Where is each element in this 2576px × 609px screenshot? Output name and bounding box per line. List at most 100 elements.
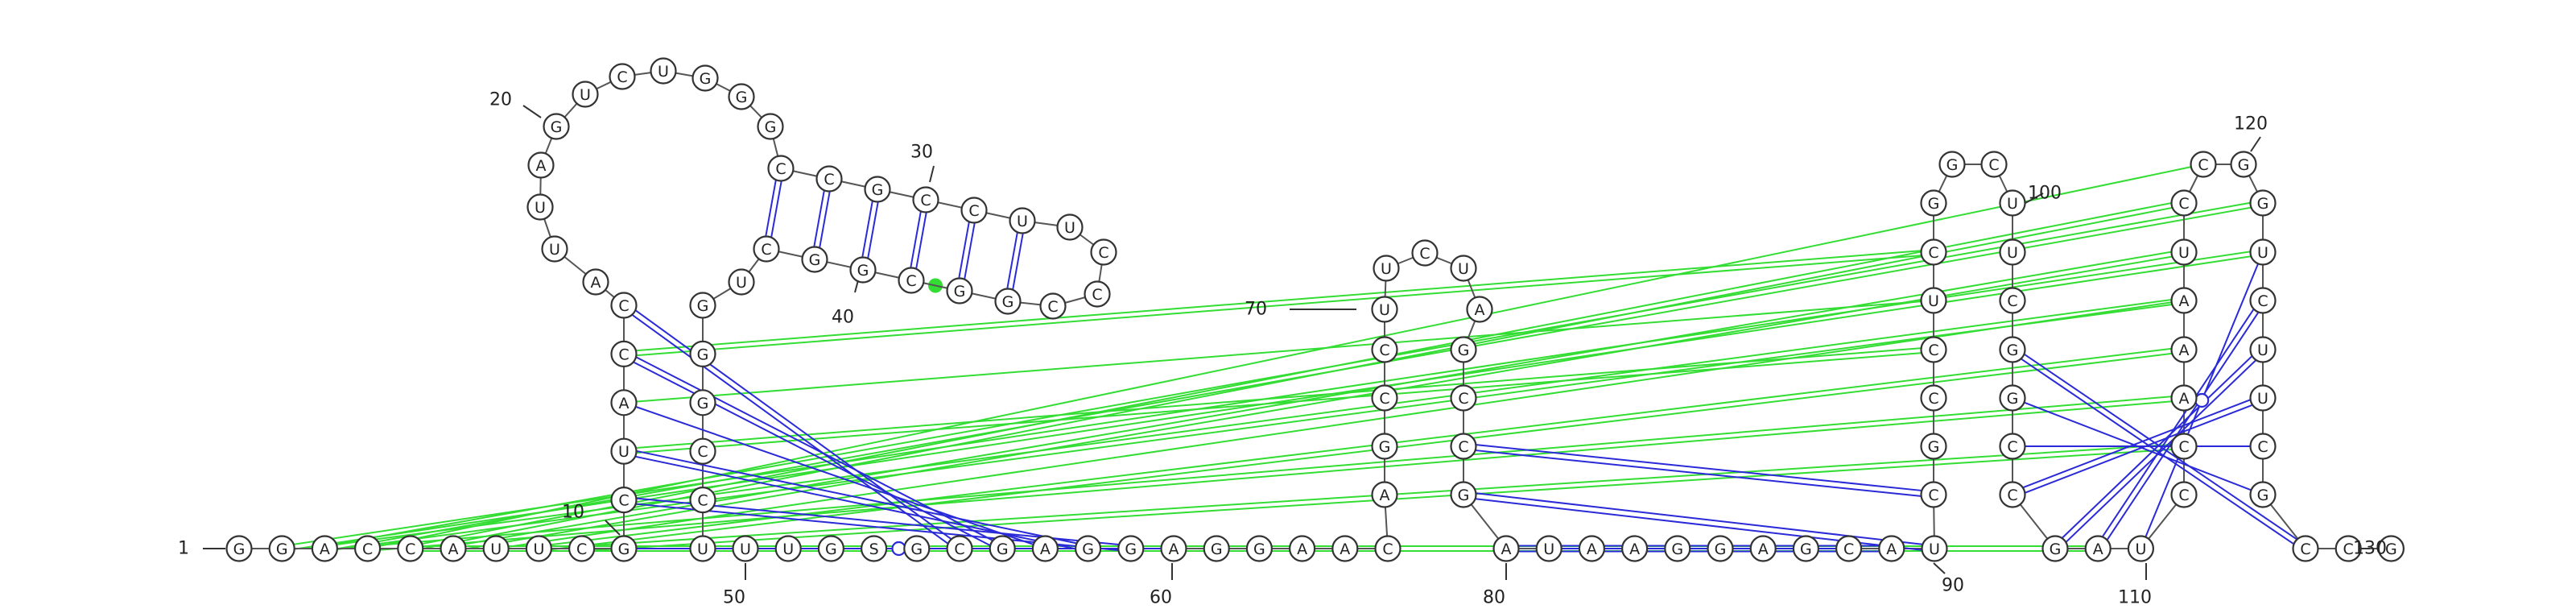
nucleotide-circle bbox=[817, 535, 845, 562]
nucleotide-letter: A bbox=[536, 157, 547, 175]
nucleotide-circle bbox=[582, 268, 609, 296]
base-pair-line bbox=[2106, 312, 2260, 541]
nucleotide-letter: U bbox=[1064, 219, 1075, 237]
nucleotide: G bbox=[689, 389, 716, 416]
nucleotide-circle bbox=[1999, 433, 2026, 460]
nucleotide: C bbox=[2170, 481, 2198, 508]
nucleotide: G bbox=[1117, 535, 1145, 562]
nucleotide-letter: A bbox=[1340, 541, 1350, 558]
nucleotide-circle bbox=[268, 535, 295, 562]
nucleotide-circle bbox=[1450, 481, 1477, 508]
nucleotide-letter: G bbox=[1458, 342, 1470, 359]
nucleotide-circle bbox=[2292, 535, 2319, 562]
nucleotide-circle bbox=[1999, 189, 2026, 217]
nucleotide-letter: A bbox=[2093, 541, 2103, 558]
nucleotide-circle bbox=[610, 389, 638, 416]
nucleotide: C bbox=[1980, 151, 2008, 178]
nucleotide: U bbox=[1921, 535, 1948, 562]
nucleotide-letter: C bbox=[617, 68, 627, 86]
nucleotide-circle bbox=[732, 535, 759, 562]
nucleotide-circle bbox=[610, 535, 638, 562]
nucleotide-letter: U bbox=[580, 86, 591, 104]
nucleotide-letter: U bbox=[2178, 244, 2190, 262]
nucleotide: U bbox=[2127, 535, 2154, 562]
nucleotide: C bbox=[1920, 336, 1947, 363]
nucleotide-circle bbox=[898, 267, 925, 294]
tertiary-interaction-line bbox=[367, 399, 2185, 552]
nucleotide-circle bbox=[1792, 535, 1819, 562]
nucleotide: C bbox=[1450, 433, 1477, 460]
nucleotide: U bbox=[1920, 287, 1947, 314]
nucleotide-circle bbox=[2190, 151, 2217, 178]
nucleotide-circle bbox=[2377, 535, 2405, 562]
nucleotide-circle bbox=[864, 176, 891, 203]
tertiary-interactions bbox=[281, 164, 2264, 552]
position-label: 50 bbox=[723, 588, 745, 608]
base-pair-line bbox=[2022, 399, 2251, 489]
nucleotide: G bbox=[2377, 535, 2405, 562]
position-tick bbox=[929, 165, 935, 183]
base-pair-line bbox=[1475, 450, 1922, 497]
nucleotide-letter: C bbox=[618, 346, 629, 363]
nucleotide-letter: U bbox=[1379, 301, 1390, 319]
nucleotide-letter: G bbox=[2385, 541, 2397, 558]
nucleotide-circle bbox=[2249, 189, 2277, 217]
base-pair-line bbox=[633, 361, 991, 546]
nucleotide-letter: C bbox=[2198, 156, 2208, 174]
nucleotide-letter: C bbox=[920, 192, 931, 209]
nucleotide-circle bbox=[1450, 255, 1477, 282]
nucleotide-letter: A bbox=[1886, 541, 1897, 558]
nucleotide: G bbox=[1245, 535, 1274, 562]
nucleotide-letter: C bbox=[1843, 541, 1854, 558]
nucleotide-circle bbox=[1074, 535, 1102, 562]
nucleotide: U bbox=[2249, 336, 2277, 363]
nucleotide: C bbox=[610, 340, 638, 367]
nucleotide-letter: G bbox=[276, 541, 288, 558]
nucleotide-letter: U bbox=[1458, 260, 1469, 278]
base-pair-line bbox=[861, 201, 873, 258]
nucleotide-circle bbox=[568, 535, 596, 562]
nucleotide-circle bbox=[849, 256, 877, 284]
nucleotide: G bbox=[2249, 481, 2277, 508]
nucleotide: G bbox=[1371, 433, 1398, 460]
nucleotide-letter: C bbox=[2257, 438, 2268, 456]
nucleotide: U bbox=[650, 57, 677, 85]
nucleotide-circle bbox=[767, 155, 795, 182]
nucleotide-circle bbox=[1450, 336, 1477, 363]
nucleotide-circle bbox=[946, 535, 973, 562]
nucleotide-circle bbox=[1664, 535, 1691, 562]
nucleotide: C bbox=[1374, 535, 1402, 562]
nucleotide: A bbox=[1160, 535, 1187, 562]
nucleotide: C bbox=[1999, 287, 2026, 314]
nucleotide-letter: G bbox=[857, 262, 869, 280]
position-label: 110 bbox=[2118, 588, 2152, 608]
nucleotide-circle bbox=[1620, 535, 1649, 562]
nucleotide: C bbox=[767, 155, 795, 182]
nucleotide-circle bbox=[1371, 433, 1398, 460]
nucleotide-letter: A bbox=[619, 395, 630, 412]
nucleotide-letter: C bbox=[576, 541, 587, 558]
nucleotide-letter: C bbox=[2178, 195, 2189, 213]
nucleotide-circle bbox=[753, 235, 780, 263]
nucleotide: C bbox=[397, 535, 424, 562]
nucleotide: A bbox=[2084, 535, 2112, 562]
position-label: 60 bbox=[1150, 588, 1172, 608]
nucleotide: C bbox=[1039, 292, 1067, 320]
nucleotide-circle bbox=[1371, 296, 1398, 323]
nucleotide-letter: U bbox=[549, 241, 560, 259]
nucleotide-letter: C bbox=[618, 492, 629, 510]
nucleotide: C bbox=[946, 535, 973, 562]
nucleotide-letter: A bbox=[1040, 541, 1051, 558]
nucleotide-circle bbox=[1920, 336, 1947, 363]
nucleotide-letter: G bbox=[697, 395, 709, 412]
nucleotide-circle bbox=[989, 535, 1016, 562]
nucleotide-letter: C bbox=[1379, 342, 1389, 359]
nucleotide-circle bbox=[1578, 535, 1606, 562]
tertiary-interaction-line bbox=[539, 350, 2185, 552]
tertiary-interaction-line bbox=[538, 346, 2184, 548]
nucleotide-letter: G bbox=[1253, 541, 1265, 558]
nucleotide-letter: C bbox=[954, 541, 964, 558]
nucleotide: G bbox=[989, 535, 1016, 562]
nucleotide-circle bbox=[1245, 535, 1274, 562]
